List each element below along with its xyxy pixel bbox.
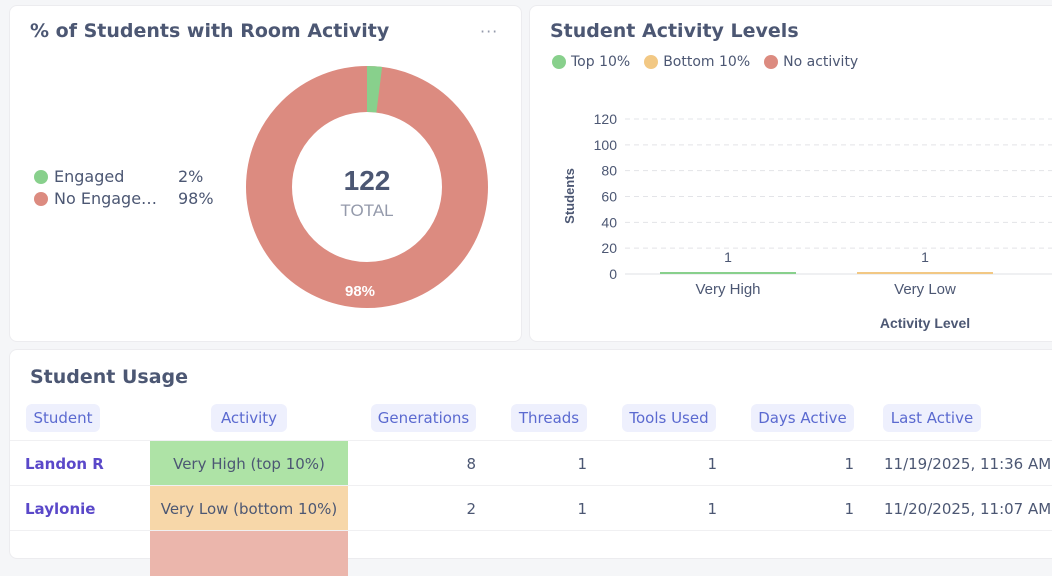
legend-label: No activity bbox=[783, 54, 859, 70]
legend-engaged[interactable]: Engaged bbox=[34, 167, 124, 186]
last-active-cell: 11/19/2025, 11:36 AM bbox=[884, 454, 1052, 473]
x-axis-title: Activity Level bbox=[880, 315, 970, 331]
bar-card-title: Student Activity Levels bbox=[550, 20, 799, 42]
y-tick-label: 40 bbox=[601, 214, 617, 230]
x-tick-label: Very High bbox=[695, 281, 760, 298]
x-tick-label: Very Low bbox=[894, 281, 956, 298]
tools-used-cell: 1 bbox=[707, 499, 717, 518]
table-title: Student Usage bbox=[30, 366, 189, 388]
legend-dot-bottom bbox=[644, 55, 659, 69]
legend-dot-top bbox=[552, 55, 566, 69]
donut-card-title: % of Students with Room Activity bbox=[30, 20, 390, 42]
y-tick-label: 120 bbox=[594, 111, 618, 127]
legend-dot-none bbox=[764, 55, 779, 69]
activity-cell: Very Low (bottom 10%) bbox=[150, 486, 348, 531]
bar-very-low[interactable] bbox=[857, 272, 993, 274]
y-tick-label: 20 bbox=[601, 240, 617, 256]
generations-cell: 2 bbox=[466, 499, 476, 518]
generations-cell: 8 bbox=[466, 454, 476, 473]
legend-pct-no-engagement: 98% bbox=[178, 189, 214, 208]
donut-card: % of Students with Room Activity ··· Eng… bbox=[9, 5, 522, 342]
legend-label: Top 10% bbox=[571, 54, 631, 70]
column-header-days-active[interactable]: Days Active bbox=[751, 404, 854, 432]
threads-cell: 1 bbox=[577, 499, 587, 518]
bar-chart-card: Student Activity Levels Top 10% Bottom 1… bbox=[529, 5, 1052, 342]
legend-no-activity[interactable]: No activity bbox=[764, 54, 858, 70]
last-active-cell: 11/20/2025, 11:07 AM bbox=[884, 499, 1052, 518]
student-name-link[interactable]: Laylonie bbox=[25, 499, 96, 518]
table-row bbox=[10, 530, 1052, 576]
legend-dot-no-engagement bbox=[34, 191, 48, 206]
activity-cell: Very High (top 10%) bbox=[150, 441, 348, 486]
legend-top-10[interactable]: Top 10% bbox=[552, 54, 630, 70]
student-usage-card: Student Usage Student Activity Generatio… bbox=[9, 349, 1052, 576]
table-row: Laylonie Very Low (bottom 10%) 2 1 1 1 1… bbox=[10, 485, 1052, 531]
donut-center-label: TOTAL bbox=[340, 201, 393, 220]
y-tick-label: 0 bbox=[609, 266, 617, 282]
bar-chart: 0 20 40 60 80 100 120 Students Activity Level 1 Ve… bbox=[562, 111, 1052, 331]
legend-no-engagement[interactable]: No Engage… bbox=[34, 189, 157, 208]
legend-dot-engaged bbox=[34, 169, 48, 184]
bar-data-label: 1 bbox=[921, 249, 929, 265]
bar-data-label: 1 bbox=[724, 249, 732, 265]
column-header-student[interactable]: Student bbox=[26, 404, 100, 432]
bar-legend: Top 10% Bottom 10% No activity bbox=[552, 54, 858, 70]
y-axis-title: Students bbox=[562, 168, 577, 224]
days-active-cell: 1 bbox=[844, 499, 854, 518]
table-row: Landon R Very High (top 10%) 8 1 1 1 11/… bbox=[10, 440, 1052, 486]
threads-cell: 1 bbox=[577, 454, 587, 473]
column-header-tools-used[interactable]: Tools Used bbox=[622, 404, 716, 432]
student-name-link[interactable]: Landon R bbox=[25, 454, 104, 473]
donut-slice-engaged[interactable] bbox=[246, 66, 488, 308]
column-header-last-active[interactable]: Last Active bbox=[883, 404, 981, 432]
tools-used-cell: 1 bbox=[707, 454, 717, 473]
activity-cell bbox=[150, 531, 348, 576]
y-tick-label: 100 bbox=[594, 137, 618, 153]
donut-center-value: 122 bbox=[344, 165, 391, 196]
bar-very-high[interactable] bbox=[660, 272, 796, 274]
y-tick-label: 60 bbox=[601, 189, 617, 205]
donut-chart: 122 TOTAL 98% bbox=[246, 66, 488, 308]
legend-label: No Engage… bbox=[54, 189, 158, 208]
more-options-icon[interactable]: ··· bbox=[480, 22, 499, 41]
legend-pct-engaged: 2% bbox=[178, 167, 204, 186]
legend-bottom-10[interactable]: Bottom 10% bbox=[644, 54, 750, 70]
days-active-cell: 1 bbox=[844, 454, 854, 473]
legend-label: Engaged bbox=[54, 167, 125, 186]
donut-slice-label: 98% bbox=[345, 283, 375, 300]
column-header-activity[interactable]: Activity bbox=[211, 404, 287, 432]
legend-label: Bottom 10% bbox=[663, 54, 751, 70]
column-header-generations[interactable]: Generations bbox=[371, 404, 476, 432]
y-tick-label: 80 bbox=[601, 163, 617, 179]
column-header-threads[interactable]: Threads bbox=[511, 404, 587, 432]
